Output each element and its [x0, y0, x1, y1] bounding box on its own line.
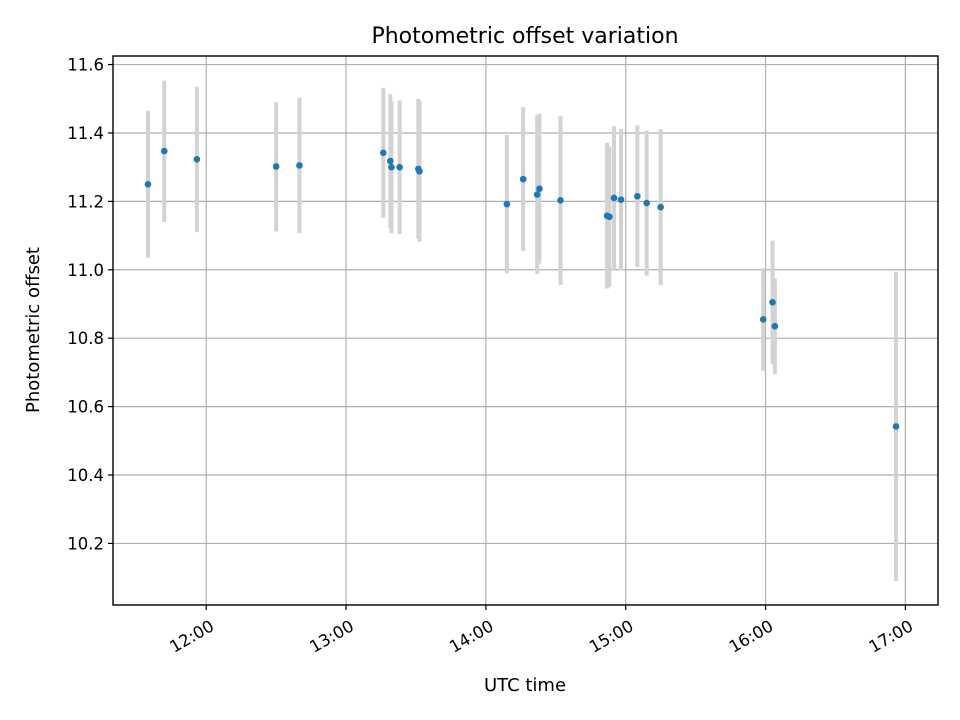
y-tick-label: 10.4: [67, 466, 104, 485]
data-point: [503, 200, 511, 208]
data-point: [657, 203, 664, 211]
data-point: [388, 163, 395, 171]
data-point: [519, 175, 527, 183]
x-tick-label: 12:00: [167, 616, 218, 656]
data-points: [144, 147, 900, 430]
y-tick-label: 10.8: [67, 329, 104, 348]
data-point: [272, 163, 280, 170]
data-point: [536, 185, 543, 193]
plot-frame: [112, 55, 939, 606]
y-axis-label: Photometric offset: [23, 247, 44, 413]
x-tick-label: 13:00: [306, 616, 357, 656]
data-point: [759, 316, 767, 323]
chart-title: Photometric offset variation: [371, 24, 678, 49]
data-point: [387, 157, 394, 165]
data-point: [892, 423, 900, 430]
x-tick-label: 15:00: [586, 616, 637, 656]
data-point: [193, 156, 201, 163]
data-point: [606, 213, 613, 221]
error-bars: [145, 80, 899, 582]
data-point: [634, 192, 641, 200]
data-point: [769, 298, 776, 306]
data-point: [416, 167, 423, 175]
y-tick-label: 11.2: [67, 192, 104, 211]
y-tick-label: 11.6: [67, 56, 104, 75]
y-tick-label: 10.6: [67, 398, 104, 417]
y-axis-ticks: 10.2 10.4 10.6 10.8 11.0 11.2 11.4 11.6: [67, 56, 113, 553]
y-tick-label: 10.2: [67, 534, 104, 553]
data-point: [144, 180, 152, 188]
x-axis-label: UTC time: [484, 675, 566, 696]
x-tick-label: 16:00: [726, 616, 777, 656]
data-point: [396, 163, 403, 171]
data-point: [610, 194, 618, 202]
x-axis-ticks: 12:00 13:00 14:00 15:00 16:00 17:00: [167, 605, 917, 657]
data-point: [617, 196, 625, 203]
grid: [113, 56, 938, 605]
data-point: [643, 199, 650, 207]
data-point: [296, 162, 303, 169]
data-point: [533, 191, 541, 198]
data-point: [771, 322, 779, 330]
data-point: [160, 147, 168, 155]
data-point: [557, 197, 564, 204]
x-tick-label: 14:00: [446, 616, 497, 656]
y-tick-label: 11.4: [67, 124, 104, 143]
y-tick-label: 11.0: [67, 261, 104, 280]
data-point: [380, 149, 387, 157]
x-tick-label: 17:00: [866, 616, 917, 656]
